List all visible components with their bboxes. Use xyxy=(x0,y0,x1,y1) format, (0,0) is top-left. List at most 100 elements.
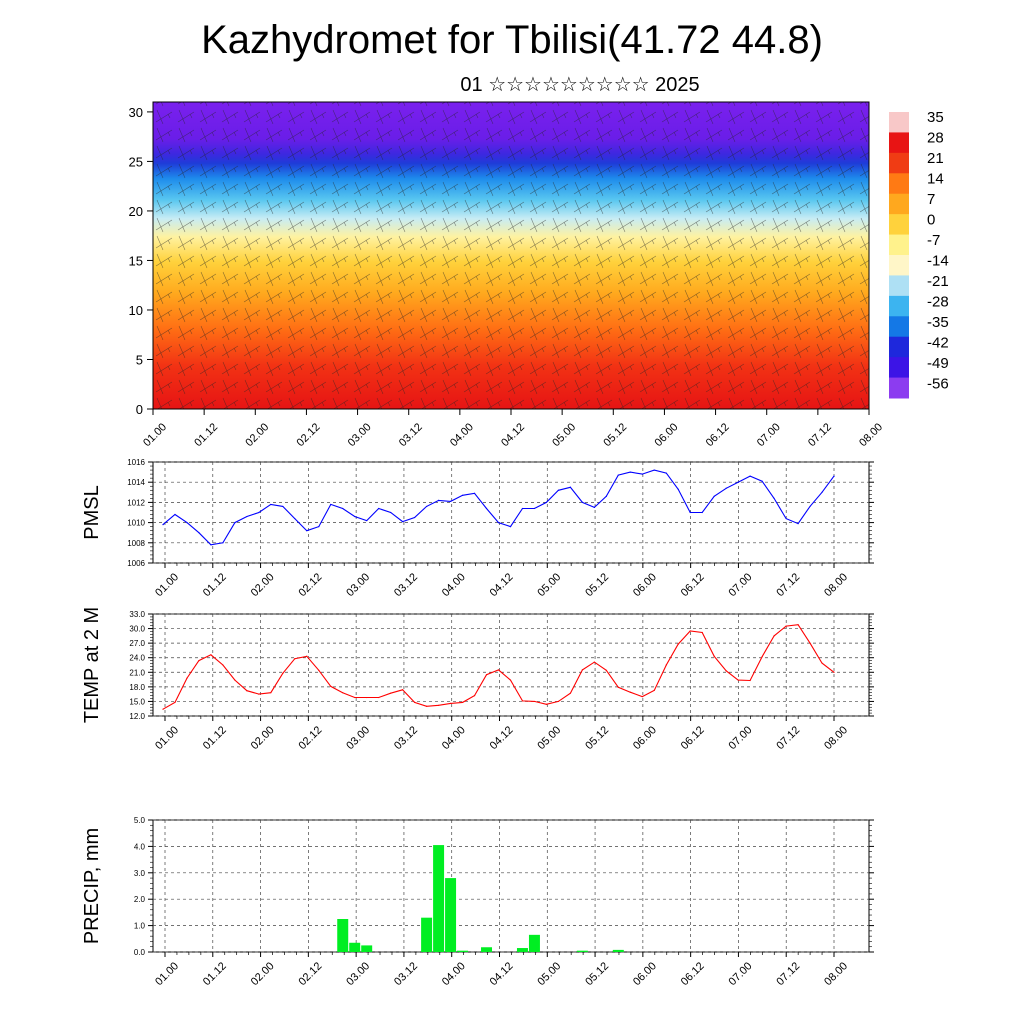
data-point xyxy=(629,691,631,693)
data-point xyxy=(473,695,476,697)
y-axis-label: PMSL xyxy=(81,485,103,539)
data-point xyxy=(749,475,751,477)
y-tick-label: 4.0 xyxy=(134,842,146,851)
data-point xyxy=(653,689,655,691)
x-tick-label: 08.00 xyxy=(822,571,850,599)
y-axis-label: TEMP at 2 M xyxy=(81,607,103,723)
x-tick-label: 02.00 xyxy=(249,724,277,752)
data-point xyxy=(414,516,416,519)
data-point xyxy=(342,692,344,694)
x-tick-label: 01.00 xyxy=(153,724,181,752)
data-point xyxy=(282,672,284,674)
data-point xyxy=(222,542,224,544)
x-tick-label: 04.00 xyxy=(440,724,468,752)
precip-bar xyxy=(349,942,361,952)
data-point xyxy=(294,517,296,520)
y-tick-label: 33.0 xyxy=(129,610,145,619)
heatmap-y-tick-label: 5 xyxy=(136,352,143,367)
data-point xyxy=(773,497,775,499)
data-point xyxy=(186,677,188,679)
colorbar-label: 35 xyxy=(927,109,944,126)
data-point xyxy=(306,655,308,657)
heatmap-x-tick-label: 04.12 xyxy=(499,421,527,449)
y-tick-label: 1006 xyxy=(127,559,145,568)
y-tick-label: 5.0 xyxy=(134,816,146,825)
data-point xyxy=(773,635,775,637)
data-point xyxy=(473,492,476,494)
colorbar-label: -14 xyxy=(927,253,949,270)
data-point xyxy=(641,473,643,475)
colorbar-label: -28 xyxy=(927,294,949,311)
data-point xyxy=(330,503,332,506)
data-point xyxy=(761,480,763,482)
panel-frame xyxy=(152,819,870,953)
colorbar-segment xyxy=(889,316,909,338)
x-tick-label: 07.00 xyxy=(727,724,755,752)
heatmap-x-tick-label: 05.00 xyxy=(550,421,578,449)
data-point xyxy=(821,491,823,493)
heatmap-x-tick-label: 01.12 xyxy=(192,421,220,449)
precip-bar xyxy=(433,845,445,952)
data-point xyxy=(689,511,691,514)
heatmap-x-tick-label: 01.00 xyxy=(141,421,169,449)
data-point xyxy=(617,686,619,688)
heatmap-x-tick-label: 02.12 xyxy=(295,421,323,449)
heatmap-x-tick-label: 04.00 xyxy=(448,421,476,449)
data-point xyxy=(569,692,571,694)
data-point xyxy=(162,708,164,710)
data-point xyxy=(366,696,368,699)
data-point xyxy=(402,689,404,691)
data-point xyxy=(186,522,188,524)
data-point xyxy=(282,505,284,508)
data-point xyxy=(821,662,823,664)
colorbar-label: 21 xyxy=(927,150,944,167)
precip-bar xyxy=(421,917,433,952)
x-tick-label: 02.12 xyxy=(297,571,325,599)
heatmap-y-tick-label: 30 xyxy=(129,105,143,120)
precip-bar xyxy=(481,947,493,952)
x-tick-label: 02.12 xyxy=(297,724,325,752)
precip-bar xyxy=(516,948,528,952)
data-point xyxy=(509,679,512,681)
x-tick-label: 01.12 xyxy=(201,724,229,752)
data-point xyxy=(390,511,392,514)
data-point xyxy=(174,701,176,704)
colorbar: 35 28 21 14 7 0 -7 -14 -21 -28 -35 -42 -49 -56 xyxy=(889,109,949,399)
page-subtitle: 01 ☆☆☆☆☆☆☆☆☆ 2025 xyxy=(460,74,700,96)
data-point xyxy=(234,679,236,681)
data-point xyxy=(665,664,667,666)
data-point xyxy=(677,488,679,490)
data-point xyxy=(557,700,560,703)
data-point xyxy=(557,489,560,491)
data-point xyxy=(378,696,380,699)
y-tick-label: 30.0 xyxy=(129,625,145,634)
series-line xyxy=(162,624,835,710)
data-point xyxy=(533,700,536,703)
y-tick-label: 1016 xyxy=(127,458,145,467)
precip-bar xyxy=(457,950,469,952)
x-tick-label: 04.00 xyxy=(440,960,468,988)
data-point xyxy=(545,501,548,503)
y-tick-label: 21.0 xyxy=(129,668,145,677)
data-point xyxy=(725,670,727,672)
data-point xyxy=(641,695,643,698)
data-point xyxy=(737,481,739,483)
precip-bar xyxy=(337,919,349,952)
data-point xyxy=(461,701,464,704)
data-point xyxy=(725,487,727,489)
colorbar-segment xyxy=(889,193,909,215)
data-point xyxy=(809,642,811,644)
data-point xyxy=(162,524,164,526)
heatmap-y-tick-label: 25 xyxy=(129,154,143,169)
data-point xyxy=(521,700,524,702)
colorbar-segment xyxy=(889,152,909,174)
x-tick-label: 07.12 xyxy=(774,724,802,752)
data-point xyxy=(593,661,595,663)
data-point xyxy=(677,643,679,645)
colorbar-label: -56 xyxy=(927,376,949,393)
y-tick-label: 1012 xyxy=(127,498,145,507)
precip-bar xyxy=(612,949,624,952)
data-point xyxy=(629,471,631,473)
x-tick-label: 05.12 xyxy=(583,960,611,988)
heatmap-x-tick-label: 06.12 xyxy=(704,421,732,449)
